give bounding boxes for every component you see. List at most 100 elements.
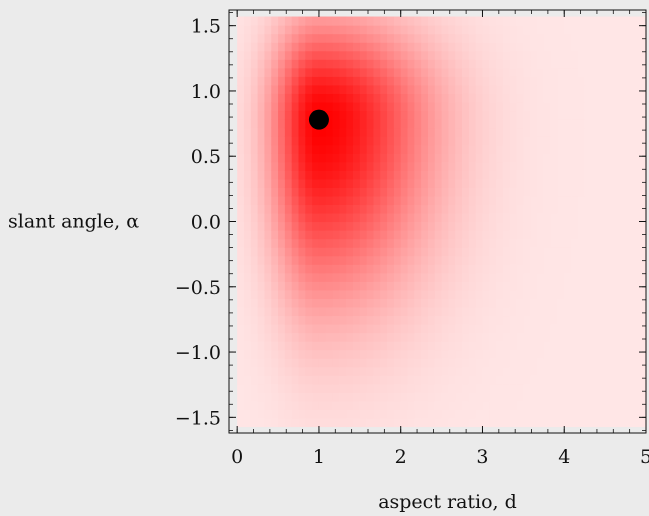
heatmap-cell: [373, 315, 381, 325]
heatmap-cell: [305, 306, 313, 317]
heatmap-cell: [407, 212, 415, 223]
heatmap-cell: [325, 400, 334, 410]
heatmap-cell: [271, 187, 279, 197]
heatmap-cell: [284, 161, 293, 171]
heatmap-cell: [571, 358, 579, 368]
heatmap-cell: [639, 16, 647, 26]
heatmap-cell: [393, 306, 402, 317]
heatmap-cell: [434, 230, 443, 240]
heatmap-cell: [278, 358, 286, 368]
heatmap-cell: [536, 144, 545, 154]
heatmap-cell: [632, 306, 640, 317]
heatmap-cell: [332, 375, 340, 385]
heatmap-cell: [264, 332, 272, 342]
heatmap-cell: [427, 272, 436, 282]
heatmap-cell: [339, 101, 347, 112]
heatmap-cell: [346, 392, 354, 402]
heatmap-cell: [625, 349, 633, 359]
heatmap-cell: [332, 93, 340, 103]
heatmap-cell: [291, 84, 300, 94]
heatmap-cell: [564, 76, 572, 86]
heatmap-cell: [243, 358, 252, 368]
heatmap-cell: [353, 358, 361, 368]
heatmap-cell: [482, 289, 490, 299]
heatmap-cell: [284, 238, 293, 248]
heatmap-cell: [325, 349, 334, 359]
heatmap-cell: [639, 204, 647, 214]
heatmap-cell: [318, 298, 327, 308]
heatmap-cell: [605, 153, 613, 163]
heatmap-cell: [421, 67, 429, 77]
heatmap-cell: [577, 349, 586, 359]
heatmap-cell: [291, 170, 300, 180]
heatmap-cell: [605, 178, 613, 188]
heatmap-cell: [536, 255, 545, 265]
heatmap-cell: [305, 400, 313, 410]
heatmap-cell: [353, 409, 361, 419]
heatmap-cell: [502, 392, 511, 402]
heatmap-cell: [632, 417, 640, 428]
heatmap-cell: [346, 238, 354, 248]
heatmap-cell: [564, 409, 572, 419]
heatmap-cell: [257, 178, 266, 188]
heatmap-cell: [400, 289, 409, 299]
heatmap-cell: [618, 187, 627, 197]
heatmap-cell: [298, 221, 306, 231]
heatmap-cell: [271, 212, 279, 223]
heatmap-cell: [550, 195, 559, 206]
heatmap-cell: [305, 16, 313, 26]
heatmap-cell: [591, 247, 599, 257]
heatmap-cell: [523, 195, 531, 206]
heatmap-cell: [298, 93, 306, 103]
heatmap-cell: [639, 187, 647, 197]
heatmap-cell: [278, 161, 286, 171]
heatmap-cell: [591, 25, 599, 35]
heatmap-cell: [393, 221, 402, 231]
heatmap-cell: [257, 170, 266, 180]
heatmap-cell: [475, 409, 484, 419]
heatmap-cell: [591, 161, 599, 171]
heatmap-cell: [264, 417, 272, 428]
heatmap-cell: [591, 221, 599, 231]
heatmap-cell: [550, 93, 559, 103]
heatmap-cell: [271, 230, 279, 240]
heatmap-cell: [434, 417, 443, 428]
heatmap-cell: [325, 93, 334, 103]
heatmap-cell: [298, 76, 306, 86]
heatmap-cell: [298, 230, 306, 240]
heatmap-cell: [564, 341, 572, 351]
heatmap-cell: [496, 400, 504, 410]
heatmap-cell: [393, 332, 402, 342]
heatmap-cell: [393, 110, 402, 120]
heatmap-cell: [414, 306, 422, 317]
heatmap-cell: [557, 76, 565, 86]
heatmap-cell: [543, 110, 552, 120]
heatmap-cell: [414, 281, 422, 291]
heatmap-cell: [264, 383, 272, 393]
heatmap-cell: [598, 136, 606, 146]
heatmap-cell: [243, 315, 252, 325]
heatmap-cell: [359, 67, 368, 77]
heatmap-cell: [523, 383, 531, 393]
heatmap-cell: [475, 315, 484, 325]
heatmap-cell: [366, 298, 375, 308]
heatmap-cell: [564, 366, 572, 376]
heatmap-cell: [502, 16, 511, 26]
heatmap-cell: [312, 417, 320, 428]
heatmap-cell: [557, 33, 565, 43]
heatmap-cell: [557, 255, 565, 265]
heatmap-cell: [339, 187, 347, 197]
heatmap-cell: [489, 127, 497, 137]
heatmap-cell: [496, 230, 504, 240]
heatmap-cell: [366, 195, 375, 206]
heatmap-cell: [393, 272, 402, 282]
heatmap-cell: [346, 289, 354, 299]
heatmap-cell: [482, 33, 490, 43]
heatmap-cell: [243, 153, 252, 163]
heatmap-cell: [625, 119, 633, 129]
heatmap-cell: [625, 93, 633, 103]
heatmap-cell: [427, 323, 436, 334]
heatmap-cell: [284, 42, 293, 52]
heatmap-cell: [400, 247, 409, 257]
heatmap-cell: [359, 392, 368, 402]
